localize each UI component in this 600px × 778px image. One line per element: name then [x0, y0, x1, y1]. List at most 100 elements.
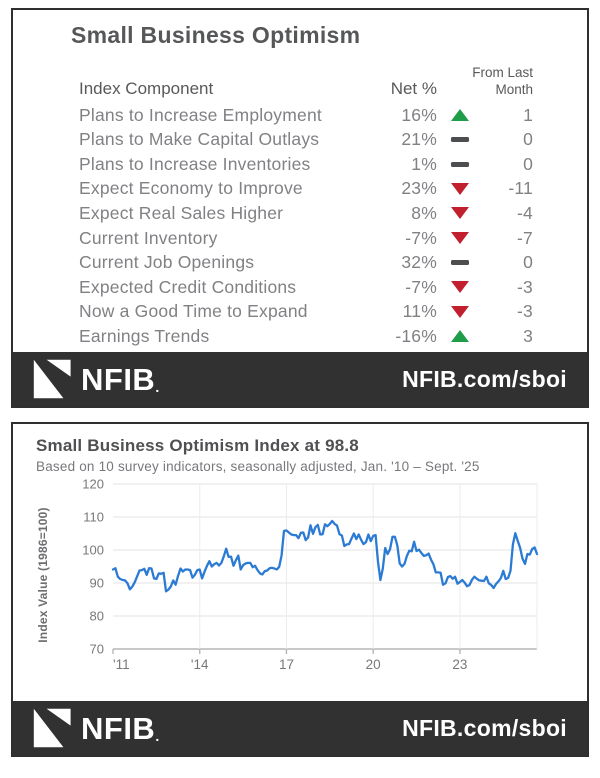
- change-value: -3: [517, 301, 533, 322]
- nfib-footer-bar: NFIB. NFIB.com/sboi: [13, 352, 587, 406]
- nfib-logo-mark-icon: [33, 708, 71, 748]
- down-arrow-icon: [451, 305, 469, 318]
- table-row: Plans to Increase Inventories 1% 0: [79, 152, 533, 177]
- component-label: Expect Real Sales Higher: [79, 202, 284, 223]
- component-label: Plans to Make Capital Outlays: [79, 129, 320, 150]
- nfib-logo: NFIB.: [33, 359, 159, 399]
- trend-indicator: [437, 161, 483, 167]
- component-label: Expect Economy to Improve: [79, 178, 303, 199]
- nfib-url-text: NFIB.com/sboi: [402, 714, 567, 741]
- y-tick-label: 120: [82, 478, 104, 492]
- y-tick-label: 90: [90, 576, 104, 591]
- change-value: -4: [517, 202, 533, 223]
- header-index-component: Index Component: [79, 78, 214, 98]
- table-row: Current Inventory -7% -7: [79, 226, 533, 251]
- net-percent-value: -16%: [395, 325, 437, 346]
- chart-area: Index Value (1986=100) 70 80 90 100 110 120 '1…: [13, 478, 587, 678]
- change-value: 3: [523, 325, 533, 346]
- x-tick-label: '14: [191, 657, 209, 672]
- component-label: Plans to Increase Inventories: [79, 153, 311, 174]
- header-net-percent: Net %: [390, 78, 437, 98]
- component-label: Current Job Openings: [79, 252, 255, 273]
- net-percent-value: 21%: [401, 129, 437, 150]
- table-header-row: Index Component Net % From Last Month: [79, 65, 533, 99]
- net-percent-value: 8%: [411, 202, 437, 223]
- net-percent-value: 16%: [401, 104, 437, 125]
- y-tick-label: 100: [82, 543, 104, 558]
- change-value: 0: [523, 153, 533, 174]
- down-arrow-icon: [451, 281, 469, 294]
- trend-indicator: [437, 232, 483, 245]
- chart-title: Small Business Optimism Index at 98.8: [36, 436, 359, 455]
- optimism-table: Index Component Net % From Last Month Pla…: [13, 65, 587, 349]
- table-row: Expected Credit Conditions -7% -3: [79, 275, 533, 300]
- change-value: -11: [508, 178, 533, 199]
- net-percent-value: 11%: [402, 301, 437, 322]
- table-body: Plans to Increase Employment 16% 1 Plans to…: [79, 103, 533, 349]
- trend-indicator: [437, 207, 483, 220]
- y-tick-label: 110: [83, 510, 104, 525]
- flat-dash-icon: [451, 260, 469, 266]
- table-row: Earnings Trends -16% 3: [79, 324, 533, 349]
- panel-title: Small Business Optimism: [71, 22, 361, 48]
- trend-indicator: [437, 137, 483, 143]
- y-tick-label: 80: [90, 609, 104, 624]
- net-percent-value: -7%: [405, 227, 437, 248]
- trend-indicator: [437, 305, 483, 318]
- x-tick-label: 17: [279, 657, 294, 672]
- up-arrow-icon: [451, 330, 469, 343]
- down-arrow-icon: [451, 207, 469, 220]
- trend-indicator: [437, 260, 483, 266]
- trend-indicator: [437, 109, 483, 122]
- component-label: Plans to Increase Employment: [79, 104, 322, 125]
- net-percent-value: 23%: [401, 178, 437, 199]
- component-label: Earnings Trends: [79, 325, 210, 346]
- net-percent-value: 1%: [411, 153, 437, 174]
- nfib-logo-mark-icon: [33, 359, 71, 399]
- y-tick-label: 70: [90, 642, 104, 657]
- net-percent-value: -7%: [405, 276, 437, 297]
- optimism-chart-panel: Small Business Optimism Index at 98.8 Ba…: [11, 422, 589, 757]
- header-from-last: From Last: [472, 65, 533, 80]
- component-label: Current Inventory: [79, 227, 218, 248]
- optimism-index-line: [111, 519, 539, 593]
- chart-subtitle: Based on 10 survey indicators, seasonall…: [36, 459, 480, 474]
- nfib-footer-bar: NFIB. NFIB.com/sboi: [13, 701, 587, 755]
- trend-indicator: [437, 182, 483, 195]
- flat-dash-icon: [451, 161, 469, 167]
- table-row: Plans to Increase Employment 16% 1: [79, 103, 533, 128]
- x-tick-label: '11: [113, 657, 130, 672]
- nfib-url-text: NFIB.com/sboi: [402, 365, 567, 392]
- optimism-chart-svg: 70 80 90 100 110 120 '11 '14 17 20 23: [82, 478, 539, 672]
- nfib-logo-text: NFIB: [81, 361, 156, 397]
- y-axis-title: Index Value (1986=100): [36, 507, 50, 643]
- nfib-logo-trademark-dot: .: [155, 379, 160, 395]
- header-month: Month: [495, 81, 533, 97]
- nfib-logo: NFIB.: [33, 708, 159, 748]
- table-row: Current Job Openings 32% 0: [79, 250, 533, 275]
- down-arrow-icon: [451, 232, 469, 245]
- down-arrow-icon: [451, 182, 469, 195]
- x-tick-label: 23: [452, 657, 467, 672]
- table-row: Now a Good Time to Expand 11% -3: [79, 300, 533, 325]
- change-value: 1: [523, 104, 533, 125]
- flat-dash-icon: [451, 137, 469, 143]
- nfib-logo-trademark-dot: .: [155, 728, 160, 744]
- trend-indicator: [437, 330, 483, 343]
- net-percent-value: 32%: [401, 252, 437, 273]
- component-label: Expected Credit Conditions: [79, 276, 297, 297]
- optimism-table-panel: Small Business Optimism Index Component …: [11, 8, 589, 408]
- change-value: -3: [517, 276, 533, 297]
- table-row: Expect Economy to Improve 23% -11: [79, 177, 533, 202]
- up-arrow-icon: [451, 109, 469, 122]
- header-from-last-month: From Last Month: [437, 65, 533, 99]
- x-tick-label: 20: [366, 657, 381, 672]
- table-row: Plans to Make Capital Outlays 21% 0: [79, 127, 533, 152]
- change-value: 0: [523, 252, 533, 273]
- nfib-logo-text: NFIB: [81, 710, 156, 746]
- component-label: Now a Good Time to Expand: [79, 301, 308, 322]
- change-value: 0: [523, 129, 533, 150]
- change-value: -7: [517, 227, 533, 248]
- table-row: Expect Real Sales Higher 8% -4: [79, 201, 533, 226]
- trend-indicator: [437, 281, 483, 294]
